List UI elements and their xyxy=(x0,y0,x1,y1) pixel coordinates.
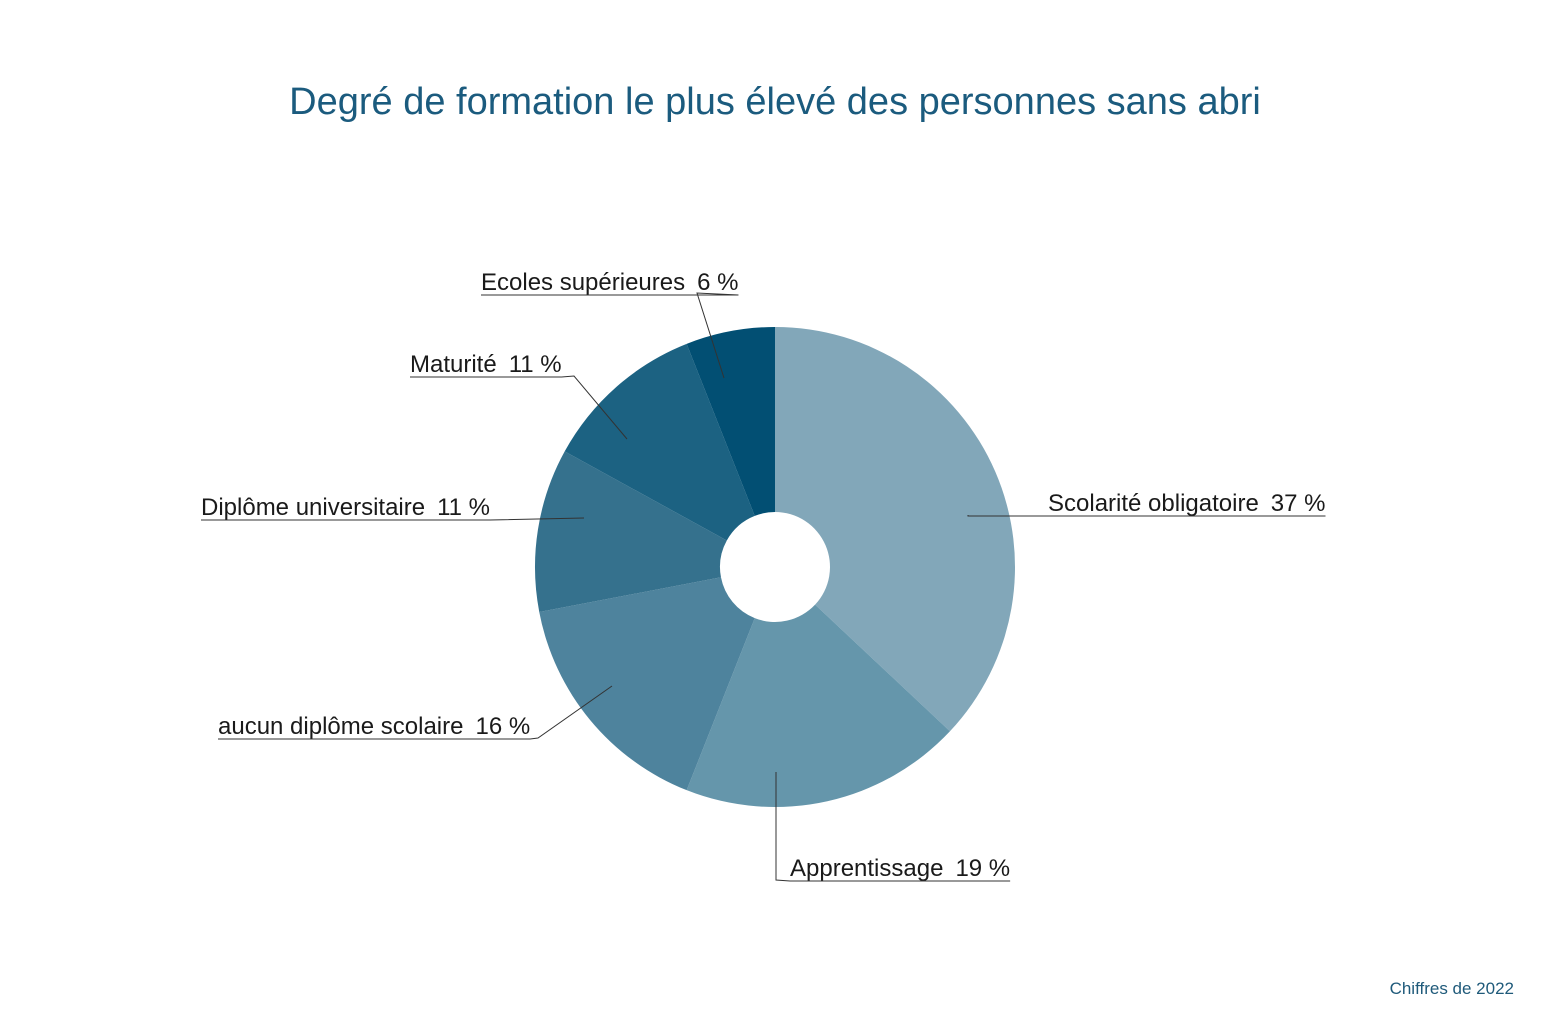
value-label: 11 % xyxy=(437,494,490,521)
category-label: Ecoles supérieures xyxy=(481,269,685,296)
value-label: 6 % xyxy=(697,269,738,296)
chart-title: Degré de formation le plus élevé des per… xyxy=(289,81,1261,123)
slice-label: Diplôme universitaire 11 % xyxy=(201,494,490,521)
slice-label: Ecoles supérieures 6 % xyxy=(481,269,738,296)
note: Chiffres de 2022 xyxy=(1390,979,1514,998)
slice xyxy=(686,604,950,807)
slice-label: Maturité 11 % xyxy=(410,351,562,378)
value-label: 16 % xyxy=(475,713,530,740)
slice xyxy=(539,577,755,791)
leader-line xyxy=(218,685,613,740)
category-label: Diplôme universitaire xyxy=(201,494,425,521)
slice xyxy=(564,343,755,541)
value-label: 11 % xyxy=(509,351,562,378)
value-label: 37 % xyxy=(1271,490,1326,517)
category-label: aucun diplôme scolaire xyxy=(218,713,463,740)
slice-label: aucun diplôme scolaire 16 % xyxy=(218,713,530,740)
slice-label: Apprentissage 19 % xyxy=(790,855,1010,882)
category-label: Apprentissage xyxy=(790,855,943,882)
slice-label: Scolarité obligatoire 37 % xyxy=(1048,490,1326,517)
leader-line xyxy=(967,515,1326,517)
slice xyxy=(775,327,1016,732)
slice xyxy=(686,327,775,516)
leader-line xyxy=(775,772,1011,882)
category-label: Maturité xyxy=(410,351,497,378)
leader-line xyxy=(410,375,628,440)
value-label: 19 % xyxy=(955,855,1010,882)
leader-line xyxy=(481,292,739,379)
category-label: Scolarité obligatoire xyxy=(1048,490,1259,517)
slice xyxy=(535,451,727,612)
leader-line xyxy=(201,517,585,521)
